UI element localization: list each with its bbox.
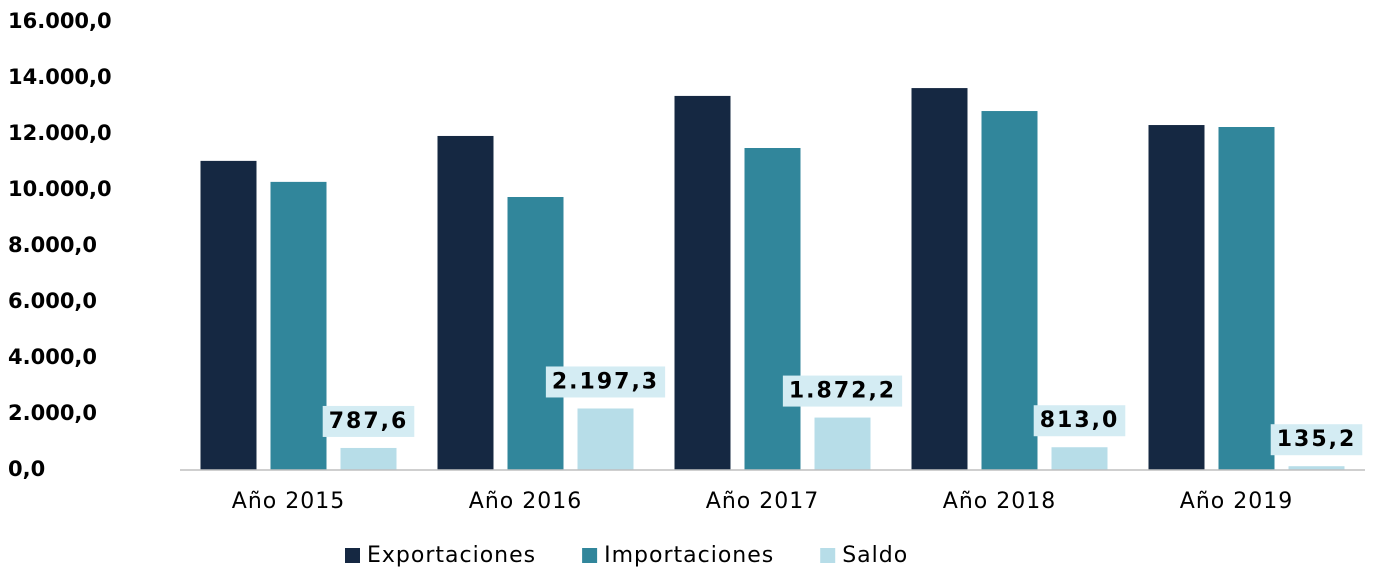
x-tick-label: Año 2017 <box>706 489 819 514</box>
data-label: 813,0 <box>1033 405 1126 437</box>
data-label-bg <box>782 375 903 407</box>
data-label-text: 2.197,3 <box>552 369 659 394</box>
bar <box>200 160 257 470</box>
x-tick-label: Año 2016 <box>469 489 582 514</box>
x-tick-label: Año 2019 <box>1180 489 1293 514</box>
bar <box>814 417 871 470</box>
y-tick-label: 10.000,0 <box>8 177 112 201</box>
y-tick-label: 14.000,0 <box>8 65 112 89</box>
data-label: 2.197,3 <box>545 366 666 398</box>
data-label-bg <box>1270 424 1363 456</box>
bar <box>1051 447 1108 470</box>
x-tick-label: Año 2018 <box>943 489 1056 514</box>
bar <box>1218 127 1275 470</box>
legend-label: Importaciones <box>604 543 774 568</box>
bar <box>437 135 494 470</box>
bar <box>340 447 397 470</box>
bar <box>674 95 731 471</box>
y-tick-label: 16.000,0 <box>8 9 112 33</box>
legend-swatch <box>820 548 836 563</box>
y-tick-label: 2.000,0 <box>8 401 97 425</box>
bar <box>744 148 801 470</box>
data-label-text: 787,6 <box>329 409 409 434</box>
data-label: 1.872,2 <box>782 375 903 407</box>
data-label: 135,2 <box>1270 424 1363 456</box>
legend-label: Saldo <box>842 543 908 568</box>
y-tick-label: 8.000,0 <box>8 233 97 257</box>
data-label-bg <box>1033 405 1126 437</box>
bar <box>270 181 327 470</box>
bar <box>507 197 564 470</box>
bar <box>577 408 634 470</box>
legend-swatch <box>345 548 360 563</box>
bar <box>981 111 1038 470</box>
data-label-text: 135,2 <box>1277 427 1357 452</box>
data-label-text: 1.872,2 <box>789 379 896 404</box>
bar <box>1148 125 1205 470</box>
x-tick-label: Año 2015 <box>232 489 345 514</box>
data-label-bg <box>322 405 415 437</box>
y-tick-label: 4.000,0 <box>8 345 97 369</box>
data-label-bg <box>545 366 666 398</box>
data-label-text: 813,0 <box>1040 408 1120 433</box>
data-label: 787,6 <box>322 405 415 437</box>
y-tick-label: 6.000,0 <box>8 289 97 313</box>
legend-label: Exportaciones <box>367 543 536 568</box>
bar <box>911 88 968 470</box>
y-tick-label: 12.000,0 <box>8 121 112 145</box>
legend-swatch <box>582 548 598 563</box>
bar <box>1288 466 1345 470</box>
y-tick-label: 0,0 <box>8 457 45 481</box>
